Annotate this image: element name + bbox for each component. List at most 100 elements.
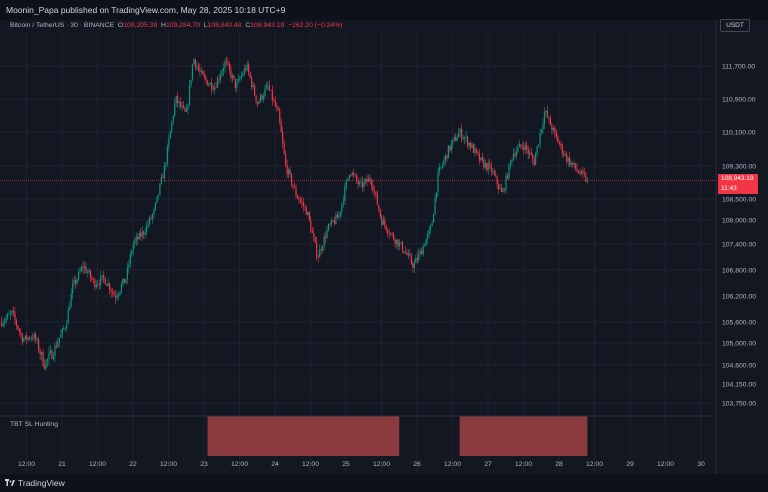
candle-body — [409, 253, 411, 256]
candle-body — [166, 146, 168, 164]
candle-body — [265, 85, 268, 89]
indicator-label[interactable]: TBT SL Hunting — [10, 421, 58, 428]
candle-body — [397, 239, 399, 247]
candle-body — [219, 75, 222, 80]
candle-body — [203, 74, 205, 77]
candle-body — [242, 74, 244, 76]
candle-body — [322, 246, 324, 251]
candle-body — [450, 143, 452, 151]
candle-body — [255, 95, 257, 103]
candle-body — [351, 172, 353, 176]
candle-body — [148, 217, 151, 225]
candle-body — [307, 212, 309, 215]
candle-body — [52, 356, 55, 360]
candle-body — [574, 163, 577, 169]
candles — [1, 56, 588, 372]
candle-body — [209, 82, 211, 85]
candle-body — [268, 85, 270, 90]
price-axis-labels: 111,700.00 110,900.00 110,100.00 109,300.00… — [722, 64, 756, 408]
candle-body — [253, 85, 256, 96]
candle-body — [572, 162, 574, 165]
candle-body — [336, 214, 339, 218]
candle-body — [240, 75, 242, 79]
candle-body — [86, 272, 89, 274]
candle-body — [576, 168, 578, 171]
candle-body — [416, 257, 418, 261]
candle-body — [89, 270, 91, 278]
price-tick-label: 110,900.00 — [722, 97, 756, 104]
candle-body — [563, 153, 565, 155]
time-tick-label: 12:00 — [586, 461, 603, 468]
candle-body — [580, 170, 583, 174]
candle-body — [515, 151, 517, 156]
candle-body — [520, 144, 522, 147]
candle-body — [354, 174, 356, 176]
candle-body — [480, 157, 482, 161]
candle-body — [21, 334, 23, 342]
candle-body — [288, 169, 290, 175]
candle-body — [32, 338, 34, 339]
candle-body — [227, 61, 229, 64]
symbol-name[interactable]: Bitcoin / TetherUS · 30 · BINANCE — [10, 22, 115, 29]
last-price-value: 108,943.19 — [721, 175, 754, 182]
candle-body — [231, 75, 233, 78]
candle-body — [545, 110, 547, 113]
candle-body — [259, 94, 262, 102]
candle-body — [106, 284, 108, 286]
candle-body — [452, 139, 454, 144]
candle-body — [555, 132, 557, 137]
candle-body — [549, 117, 552, 126]
candle-body — [319, 249, 321, 258]
candle-body — [73, 279, 75, 284]
time-axis-labels: 12:00 21 12:00 22 12:00 23 12:00 24 12:00 25 12:00… — [18, 461, 705, 468]
candle-body — [475, 148, 478, 152]
candle-body — [264, 88, 266, 97]
candle-body — [432, 214, 435, 223]
candle-body — [495, 174, 497, 177]
candle-body — [184, 107, 186, 112]
symbol-info-line: Bitcoin / TetherUS · 30 · BINANCE O109,2… — [10, 20, 343, 32]
candle-body — [564, 154, 566, 155]
candle-body — [39, 350, 41, 355]
candle-body — [285, 153, 287, 165]
candle-body — [165, 163, 167, 166]
candle-body — [11, 310, 13, 314]
candle-body — [483, 159, 485, 168]
candle-body — [119, 291, 121, 295]
time-tick-label: 28 — [555, 461, 563, 468]
candle-body — [586, 180, 588, 182]
candle-body — [341, 203, 343, 213]
footer-brand[interactable]: TradingView — [18, 478, 65, 488]
candle-body — [415, 257, 417, 263]
candle-body — [537, 144, 540, 147]
candle-body — [9, 313, 12, 314]
candle-body — [425, 239, 427, 246]
candle-body — [493, 170, 495, 175]
candle-body — [187, 104, 189, 110]
candle-body — [569, 157, 571, 166]
candle-body — [338, 215, 340, 218]
time-tick-label: 27 — [484, 461, 492, 468]
candle-body — [313, 232, 315, 238]
candle-body — [163, 165, 165, 179]
candle-body — [156, 196, 158, 203]
candle-body — [14, 312, 16, 321]
currency-button[interactable]: USDT — [720, 19, 750, 32]
candle-body — [194, 59, 197, 67]
candle-body — [153, 209, 155, 215]
candle-body — [295, 187, 297, 196]
price-tick-label: 103,750.00 — [722, 401, 756, 408]
candle-body — [188, 85, 191, 105]
candle-body — [566, 154, 568, 162]
candle-body — [323, 236, 325, 247]
candle-body — [305, 206, 307, 215]
candle-body — [191, 64, 194, 80]
candle-body — [364, 178, 367, 182]
candle-body — [339, 212, 341, 216]
price-tick-label: 105,000.00 — [722, 341, 756, 348]
candle-body — [175, 96, 177, 104]
candle-body — [157, 194, 160, 197]
candle-body — [100, 276, 102, 285]
candle-body — [492, 170, 494, 172]
